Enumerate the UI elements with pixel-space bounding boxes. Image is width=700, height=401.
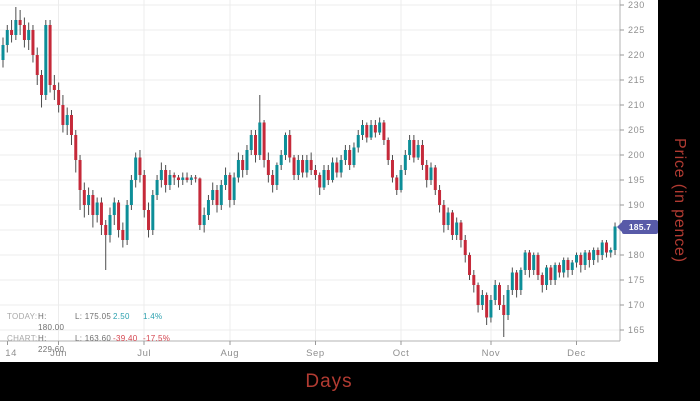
y-axis-title: Price (in pence) bbox=[671, 138, 688, 263]
legend-chart-change-pct: -17.5% bbox=[143, 334, 171, 343]
x-axis-tick-label: 14 bbox=[5, 348, 17, 359]
legend-chart-label: CHART: bbox=[7, 334, 38, 343]
y-axis-title-panel: Price (in pence) bbox=[658, 0, 700, 401]
last-price-badge: 185.7 bbox=[617, 219, 658, 234]
candlestick-chart[interactable]: 1651701751801851901952002052102152202252… bbox=[0, 0, 658, 362]
y-axis-tick-label: 195 bbox=[628, 175, 645, 185]
y-axis-tick-label: 215 bbox=[628, 75, 645, 85]
legend-today-change-pct: 1.4% bbox=[143, 312, 163, 321]
legend-row-chart: CHART: H: 229.60 L: 163.60 -39.40 -17.5% bbox=[7, 333, 181, 355]
legend-chart-change: -39.40 bbox=[113, 334, 138, 343]
x-axis-tick-label: Dec bbox=[567, 348, 586, 359]
y-axis-tick-label: 165 bbox=[628, 325, 645, 335]
legend-today-change: 2.50 bbox=[113, 312, 130, 321]
legend-today-label: TODAY: bbox=[7, 312, 38, 321]
legend-today-high: H: 180.00 bbox=[38, 312, 65, 332]
y-axis-tick-label: 170 bbox=[628, 300, 645, 310]
x-axis-tick-label: Aug bbox=[220, 348, 239, 359]
y-axis-tick-label: 205 bbox=[628, 125, 645, 135]
y-axis-tick-label: 200 bbox=[628, 150, 645, 160]
last-price-value: 185.7 bbox=[628, 221, 652, 232]
legend-today-low: L: 175.05 bbox=[75, 312, 112, 321]
legend-chart-low: L: 163.60 bbox=[75, 334, 112, 343]
x-axis-tick-label: Nov bbox=[482, 348, 501, 359]
plot-area: 1651701751801851901952002052102152202252… bbox=[0, 0, 658, 362]
x-axis-title-panel: Days bbox=[0, 362, 658, 401]
x-axis-tick-label: Jun bbox=[50, 348, 67, 359]
x-axis-tick-label: Sep bbox=[306, 348, 325, 359]
y-axis-tick-label: 175 bbox=[628, 275, 645, 285]
x-axis-title: Days bbox=[305, 370, 353, 392]
y-axis-tick-label: 190 bbox=[628, 200, 645, 210]
y-axis-tick-label: 225 bbox=[628, 25, 645, 35]
x-axis-tick-label: Oct bbox=[393, 348, 410, 359]
y-axis-tick-label: 210 bbox=[628, 100, 645, 110]
legend-row-today: TODAY: H: 180.00 L: 175.05 2.50 1.4% bbox=[7, 311, 181, 333]
x-axis-tick-label: Jul bbox=[137, 348, 151, 359]
y-axis-tick-label: 180 bbox=[628, 250, 645, 260]
legend-chart-high: H: 229.60 bbox=[38, 334, 65, 354]
y-axis-tick-label: 220 bbox=[628, 50, 645, 60]
ohlc-legend: TODAY: H: 180.00 L: 175.05 2.50 1.4% CHA… bbox=[7, 311, 181, 355]
candles bbox=[1, 7, 617, 337]
y-axis-tick-label: 230 bbox=[628, 0, 645, 10]
